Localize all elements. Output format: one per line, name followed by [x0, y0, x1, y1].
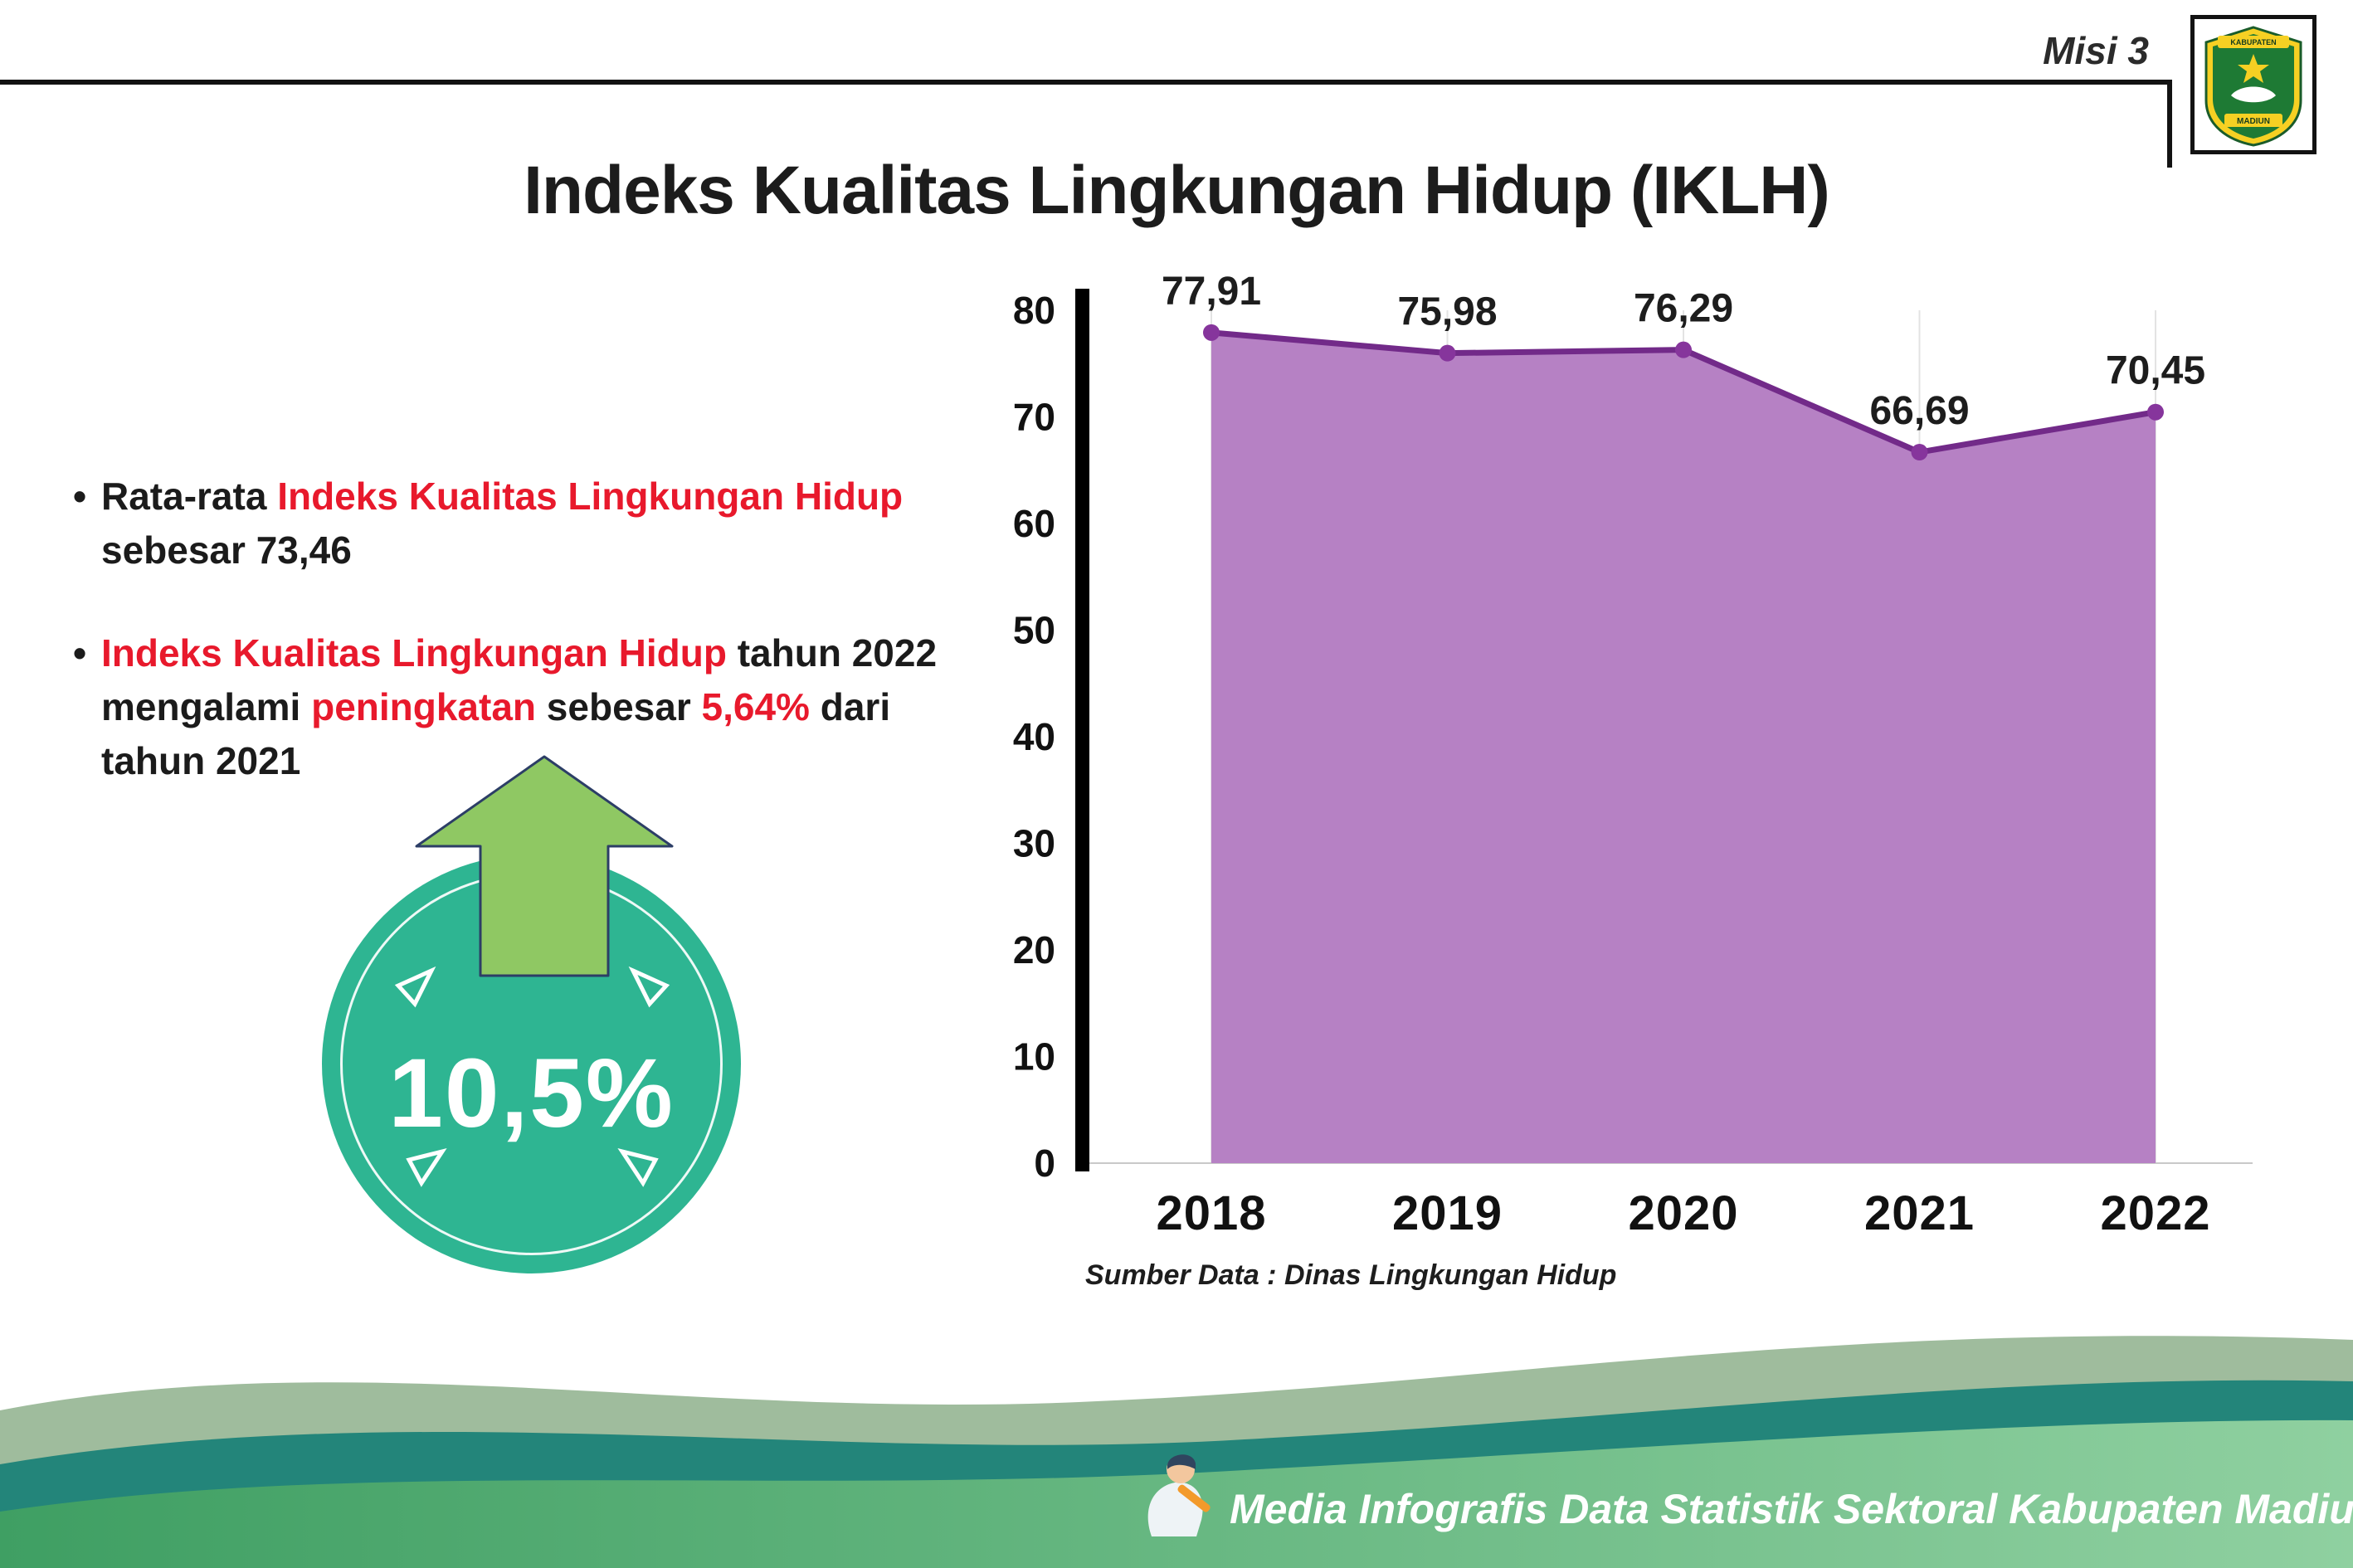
data-point	[1675, 341, 1692, 358]
data-point-label: 77,91	[1162, 270, 1261, 314]
y-axis-label: 10	[1013, 1035, 1055, 1079]
bullet-average-text: Rata-rata Indeks Kualitas Lingkungan Hid…	[101, 470, 1002, 578]
footer-credit: Media Infografis Data Statistik Sektoral…	[1135, 1442, 2353, 1540]
y-axis-label: 30	[1013, 822, 1055, 865]
data-point	[1203, 324, 1220, 341]
y-axis-label: 40	[1013, 715, 1055, 758]
increase-percentage: 10,5%	[388, 1038, 675, 1148]
footer-credit-text: Media Infografis Data Statistik Sektoral…	[1230, 1486, 2353, 1532]
logo-bottom-text: MADIUN	[2237, 117, 2270, 126]
x-axis-label: 2018	[1156, 1186, 1266, 1240]
data-point	[1439, 344, 1456, 362]
bullet1-pre: Rata-rata	[101, 475, 278, 518]
y-axis-label: 0	[1034, 1142, 1055, 1185]
logo-bottom-banner	[2224, 114, 2282, 127]
data-point	[1911, 444, 1928, 461]
data-point-label: 76,29	[1634, 287, 1733, 331]
y-axis-label: 80	[1013, 289, 1055, 332]
bullet2-mid2: sebesar	[536, 684, 702, 728]
header-rule	[0, 80, 2167, 85]
logo-star	[2238, 54, 2269, 83]
bullet-increase: • Indeks Kualitas Lingkungan Hidup tahun…	[73, 626, 1002, 789]
data-point	[2147, 403, 2164, 421]
area-fill	[1211, 332, 2156, 1163]
data-point-label: 70,45	[2106, 349, 2205, 393]
logo-top-text: KABUPATEN	[2230, 38, 2276, 46]
x-axis-label: 2021	[1864, 1186, 1975, 1240]
page-title: Indeks Kualitas Lingkungan Hidup (IKLH)	[524, 152, 1830, 228]
kabupaten-madiun-logo: KABUPATEN MADIUN	[2190, 15, 2316, 154]
bullet1-post: sebesar 73,46	[101, 528, 352, 572]
bullet-average: • Rata-rata Indeks Kualitas Lingkungan H…	[73, 470, 1002, 578]
bullet-marker: •	[73, 631, 87, 674]
y-axis-label: 70	[1013, 396, 1055, 439]
bullet2-red3: 5,64%	[701, 684, 810, 728]
x-axis-label: 2022	[2100, 1186, 2210, 1240]
up-arrow-icon	[415, 755, 674, 977]
y-axis-label: 20	[1013, 928, 1055, 971]
iklh-area-chart: 77,91 75,98 76,2966,6970,45807060504030201…	[1013, 270, 2253, 1240]
bullet2-mid1: tahun 2022 mengalami	[101, 631, 938, 728]
key-points: • Rata-rata Indeks Kualitas Lingkungan H…	[73, 470, 1002, 789]
misi-label: Misi 3	[2043, 29, 2149, 72]
bullet1-highlight: Indeks Kualitas Lingkungan Hidup	[277, 475, 904, 518]
bullet2-red1: Indeks Kualitas Lingkungan Hidup	[101, 631, 727, 674]
bullet2-red2: peningkatan	[311, 684, 537, 728]
increase-badge: 10,5%	[322, 855, 741, 1273]
x-axis-label: 2019	[1392, 1186, 1503, 1240]
y-axis-label: 60	[1013, 502, 1055, 545]
logo-top-banner	[2218, 36, 2289, 48]
crest-icon: KABUPATEN MADIUN	[2204, 26, 2302, 147]
bullet-increase-text: Indeks Kualitas Lingkungan Hidup tahun 2…	[101, 626, 1002, 789]
badge-tick-marks	[394, 966, 670, 1187]
source-note: Sumber Data : Dinas Lingkungan Hidup	[1085, 1259, 1617, 1291]
header-rule-corner	[2167, 80, 2172, 168]
mascot-icon	[1147, 1454, 1211, 1536]
x-axis-label: 2020	[1628, 1186, 1738, 1240]
bullet2-post: dari tahun 2021	[101, 684, 891, 783]
data-point-label: 75,98	[1397, 290, 1497, 334]
y-axis-bar	[1075, 289, 1089, 1171]
y-axis-label: 50	[1013, 609, 1055, 652]
data-point-label: 66,69	[1869, 389, 1969, 433]
bullet-marker: •	[73, 475, 87, 518]
